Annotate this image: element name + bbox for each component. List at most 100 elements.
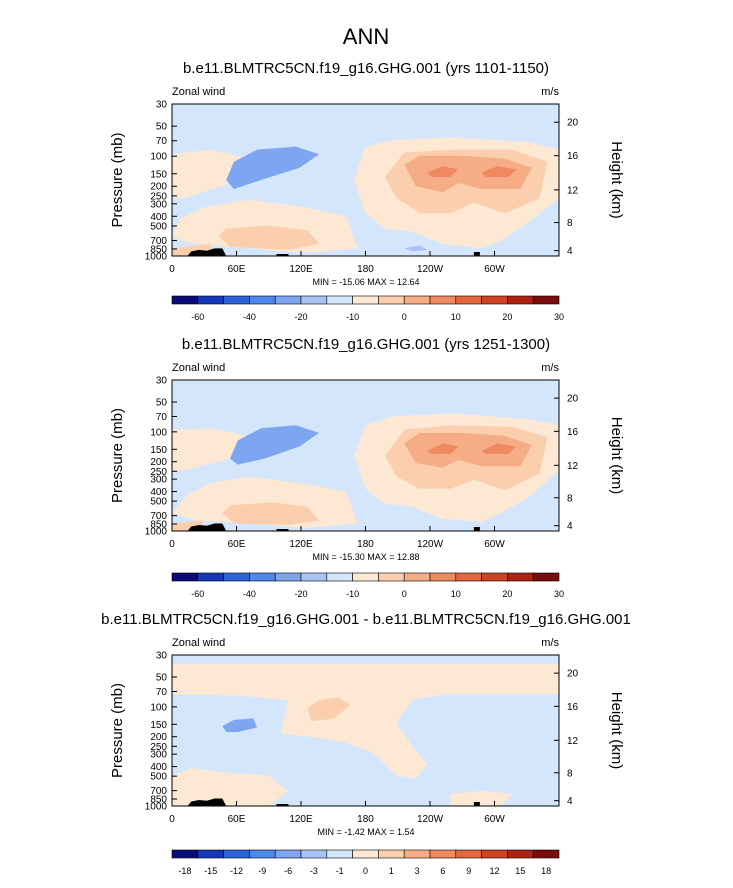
height-tick-label: 4 [567, 796, 573, 807]
colorbar-swatch [455, 572, 482, 582]
colorbar-swatch [378, 572, 405, 582]
colorbar-label: 6 [440, 866, 445, 876]
x-tick-label: 60E [228, 264, 246, 275]
colorbar-swatch [326, 849, 353, 859]
colorbar-swatch [532, 572, 560, 582]
colorbar-swatch [403, 572, 431, 582]
y-tick-label: 70 [156, 687, 168, 698]
y-tick-label: 200 [150, 732, 167, 743]
y-tick-label: 100 [150, 152, 167, 163]
chart-panel-3: b.e11.BLMTRC5CN.f19_g16.GHG.001 - b.e11.… [101, 611, 631, 876]
colorbar-label: -3 [310, 866, 318, 876]
x-tick-label: 120W [417, 814, 444, 825]
y-axis-title-right: Height (km) [608, 141, 625, 219]
colorbar-label: -60 [191, 589, 204, 599]
colorbar-swatch [300, 849, 328, 859]
y-tick-label: 850 [150, 795, 167, 806]
contour-region [172, 664, 559, 779]
colorbar-swatch [326, 572, 353, 582]
colorbar-swatch [197, 295, 224, 305]
colorbar-swatch [429, 572, 457, 582]
colorbar-swatch [481, 295, 508, 305]
x-tick-label: 180 [357, 814, 374, 825]
y-tick-label: 700 [150, 236, 167, 247]
colorbar-swatch [403, 295, 431, 305]
colorbar-swatch [352, 849, 379, 859]
colorbar-swatch [274, 295, 302, 305]
contour-fills [172, 137, 559, 256]
topography [473, 802, 480, 806]
min-max-stats: MIN = -15.06 MAX = 12.64 [312, 277, 419, 287]
x-tick-label: 60E [228, 539, 246, 550]
colorbar-label: -12 [230, 866, 243, 876]
colorbar-label: 0 [402, 589, 407, 599]
y-tick-label: 30 [156, 651, 168, 662]
colorbar-swatch [249, 849, 276, 859]
contour-region [172, 149, 250, 199]
colorbar-swatch [171, 572, 199, 582]
topography [473, 252, 480, 256]
min-max-stats: MIN = -1.42 MAX = 1.54 [317, 827, 414, 837]
x-tick-label: 60W [484, 814, 505, 825]
colorbar-label: -10 [346, 312, 359, 322]
y-tick-label: 200 [150, 182, 167, 193]
topography [187, 798, 227, 806]
y-tick-label: 700 [150, 786, 167, 797]
colorbar-label: 20 [502, 589, 512, 599]
y-axis-title-right: Height (km) [608, 417, 625, 495]
colorbar-swatch [249, 295, 276, 305]
contour-region [307, 697, 350, 722]
colorbar-label: 3 [415, 866, 420, 876]
colorbar-label: 12 [489, 866, 499, 876]
colorbar-swatch [352, 572, 379, 582]
y-tick-label: 30 [156, 376, 168, 387]
contour-region [172, 428, 258, 471]
colorbar-label: -20 [294, 589, 307, 599]
panel-left-label: Zonal wind [172, 86, 225, 98]
colorbar-swatch [481, 572, 508, 582]
contour-region [404, 432, 532, 468]
topography [187, 248, 227, 256]
colorbar-label: 0 [402, 312, 407, 322]
topography [276, 254, 289, 256]
y-tick-label: 70 [156, 136, 168, 147]
y-tick-label: 500 [150, 221, 167, 232]
height-tick-label: 20 [567, 118, 579, 129]
colorbar-swatch [249, 572, 276, 582]
contour-fills [172, 664, 559, 806]
y-tick-label: 850 [150, 520, 167, 531]
colorbar-swatch [532, 849, 560, 859]
x-tick-label: 180 [357, 264, 374, 275]
height-tick-label: 12 [567, 461, 579, 472]
contour-region [222, 718, 258, 732]
colorbar-swatch [171, 295, 199, 305]
contour-region [218, 225, 320, 250]
y-tick-label: 850 [150, 244, 167, 255]
colorbar-label: 9 [466, 866, 471, 876]
topography [276, 529, 289, 531]
panel-title: b.e11.BLMTRC5CN.f19_g16.GHG.001 - b.e11.… [101, 611, 631, 628]
y-tick-label: 1000 [145, 527, 168, 538]
colorbar-label: -1 [336, 866, 344, 876]
y-axis-title: Pressure (mb) [109, 683, 126, 778]
colorbar-swatch [274, 572, 302, 582]
height-tick-label: 16 [567, 702, 579, 713]
colorbar-swatch [378, 849, 405, 859]
x-tick-label: 180 [357, 539, 374, 550]
colorbar-label: -15 [204, 866, 217, 876]
y-tick-label: 30 [156, 100, 168, 111]
colorbar-swatch [507, 572, 534, 582]
colorbar-swatch [429, 849, 457, 859]
min-max-stats: MIN = -15.30 MAX = 12.88 [312, 552, 419, 562]
y-tick-label: 50 [156, 672, 168, 683]
y-tick-label: 400 [150, 212, 167, 223]
x-tick-label: 120W [417, 539, 444, 550]
panel-units-label: m/s [541, 362, 559, 374]
y-tick-label: 150 [150, 169, 167, 180]
panel-units-label: m/s [541, 86, 559, 98]
colorbar-swatch [300, 295, 328, 305]
y-tick-label: 150 [150, 445, 167, 456]
colorbar-label: -18 [178, 866, 191, 876]
height-tick-label: 4 [567, 521, 573, 532]
colorbar-swatch [171, 849, 199, 859]
